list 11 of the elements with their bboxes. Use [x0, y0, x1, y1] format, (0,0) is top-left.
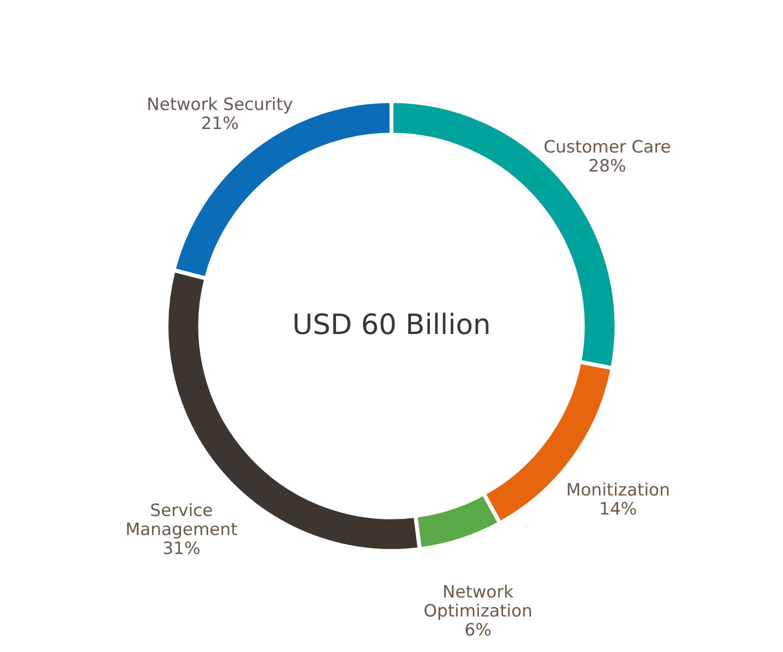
slice-label: Monitization [566, 480, 670, 501]
slice-label: Network Optimization [424, 582, 532, 622]
slice-label: Service Management [125, 501, 238, 540]
slice-label: Network Security [146, 94, 293, 115]
data-label: 28% [588, 156, 626, 177]
text: USD 60 Billion [292, 308, 491, 341]
data-label: 14% [599, 500, 637, 520]
data-label: 21% [200, 114, 239, 134]
slice-label: Customer Care [544, 138, 671, 158]
data-label: 6% [464, 620, 492, 640]
data-label: 31% [162, 539, 200, 560]
